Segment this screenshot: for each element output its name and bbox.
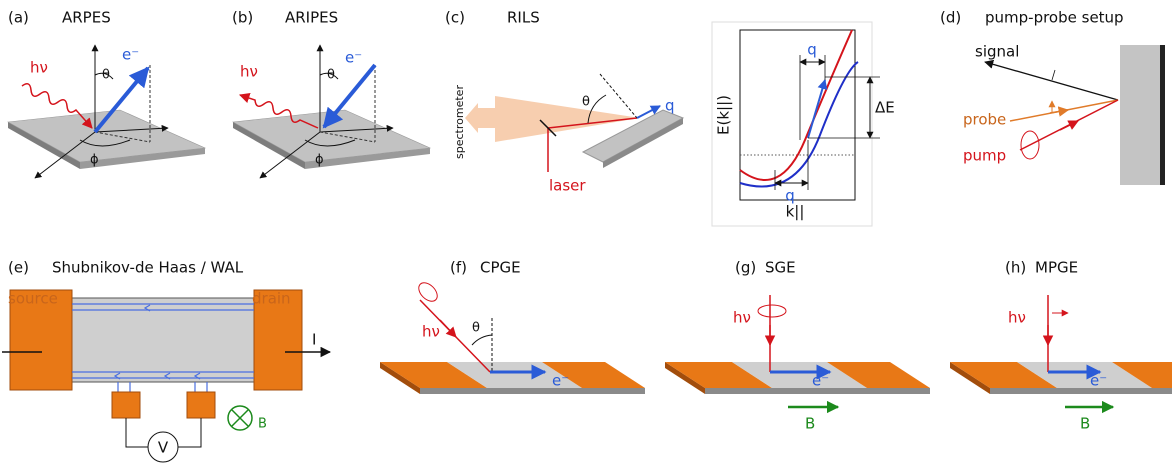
panel-e: (e) Shubnikov-de Haas / WAL source drain…: [2, 259, 332, 463]
theta-label: θ: [582, 95, 590, 110]
photon-label: hν: [733, 309, 751, 327]
field-label: B: [1080, 415, 1090, 433]
photon-label: hν: [240, 63, 258, 81]
q-label: q: [665, 97, 675, 115]
electron-label: e⁻: [345, 49, 362, 67]
source-label: source: [8, 290, 58, 308]
panel-title: SGE: [765, 259, 796, 277]
panel-title: ARIPES: [285, 9, 338, 27]
panel-label: (h): [1005, 259, 1026, 277]
panel-label: (f): [450, 259, 467, 277]
current-label: I: [312, 331, 316, 349]
x-axis-label: k||: [786, 203, 805, 221]
panel-title: Shubnikov-de Haas / WAL: [52, 259, 244, 277]
photon-label: hν: [1008, 309, 1026, 327]
panel-title: pump-probe setup: [985, 9, 1124, 27]
panel-title: MPGE: [1035, 259, 1078, 277]
panel-label: (e): [8, 259, 29, 277]
q-bottom-label: q: [785, 187, 795, 205]
sample-strip: [380, 362, 645, 394]
electron-label: e⁻: [1090, 372, 1107, 390]
sample-strip: [950, 362, 1172, 394]
panel-label: (g): [735, 259, 756, 277]
electron-label: e⁻: [812, 372, 829, 390]
panel-b: (b) ARIPES hν θ e⁻ ϕ: [232, 9, 431, 179]
electron-label: e⁻: [122, 46, 139, 64]
panel-g: (g) SGE hν e⁻ B: [665, 259, 930, 433]
photon-label: hν: [422, 323, 440, 341]
field-label: B: [258, 417, 267, 432]
photon-label: hν: [30, 59, 48, 77]
panel-label: (b): [232, 9, 253, 27]
spectrometer-label: spectrometer: [453, 85, 466, 159]
voltage-label: V: [158, 439, 169, 457]
phi-label: ϕ: [315, 153, 324, 168]
panel-label: (d): [940, 9, 961, 27]
sample-strip: [665, 362, 930, 394]
field-label: B: [805, 415, 815, 433]
panel-h: (h) MPGE hν e⁻ B: [950, 259, 1172, 433]
electron-label: e⁻: [552, 372, 569, 390]
panel-f: (f) CPGE hν θ e⁻: [380, 259, 645, 394]
laser-label: laser: [549, 177, 586, 195]
probe-label: probe: [963, 111, 1006, 129]
y-axis-label: E(k||): [715, 95, 733, 135]
panel-a: (a) ARPES hν θ e⁻ ϕ: [7, 9, 206, 179]
panel-title: RILS: [507, 9, 540, 27]
panel-c: (c) RILS spectrometer laser θ q q q ΔE E…: [445, 9, 895, 227]
pump-label: pump: [963, 147, 1006, 165]
panel-title: ARPES: [62, 9, 111, 27]
panel-title: CPGE: [480, 259, 521, 277]
theta-label: θ: [102, 68, 110, 83]
panel-d: (d) pump-probe setup signal probe pump: [940, 9, 1165, 185]
phi-label: ϕ: [90, 153, 99, 168]
panel-label: (c): [445, 9, 465, 27]
theta-label: θ: [472, 321, 480, 336]
signal-label: signal: [975, 43, 1019, 61]
drain-label: drain: [252, 290, 291, 308]
panel-label: (a): [8, 9, 29, 27]
delta-e-label: ΔE: [875, 99, 895, 117]
theta-label: θ: [327, 68, 335, 83]
q-top-label: q: [807, 41, 817, 59]
